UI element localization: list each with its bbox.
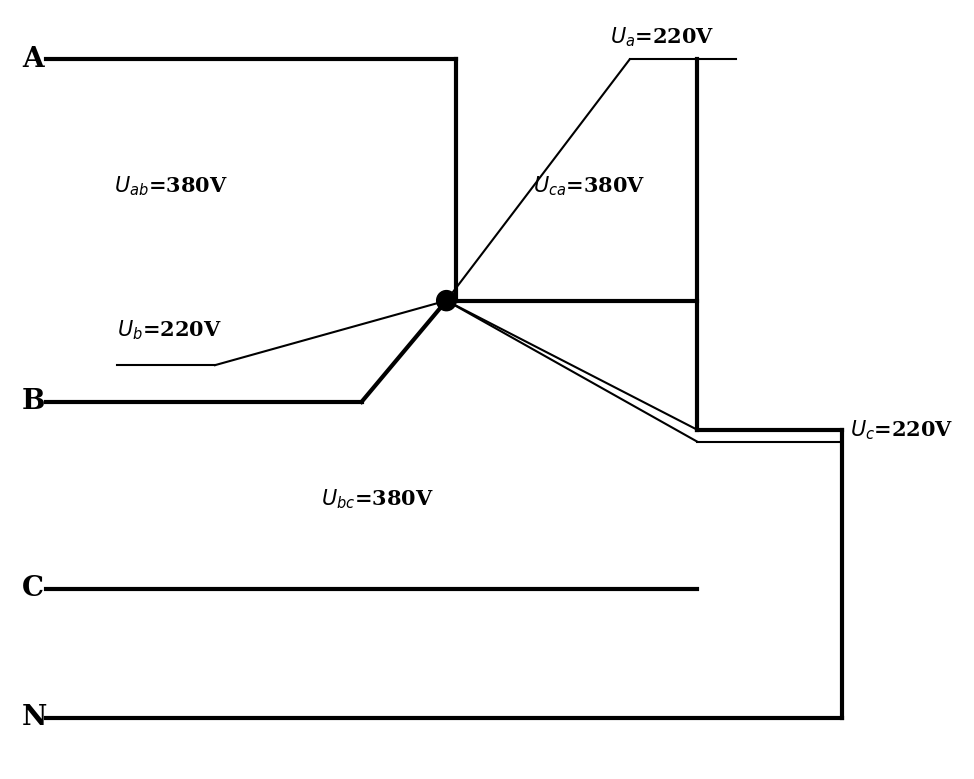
Text: $U_a$=220V: $U_a$=220V — [611, 26, 715, 49]
Text: $U_{ca}$=380V: $U_{ca}$=380V — [533, 174, 646, 199]
Text: B: B — [22, 389, 46, 415]
Text: $U_b$=220V: $U_b$=220V — [117, 319, 221, 342]
Text: C: C — [22, 575, 44, 602]
Text: $U_{ab}$=380V: $U_{ab}$=380V — [114, 174, 227, 199]
Circle shape — [436, 291, 456, 311]
Text: $U_{bc}$=380V: $U_{bc}$=380V — [321, 488, 433, 511]
Text: $U_c$=220V: $U_c$=220V — [849, 418, 953, 442]
Text: A: A — [22, 46, 44, 73]
Text: N: N — [22, 704, 48, 731]
